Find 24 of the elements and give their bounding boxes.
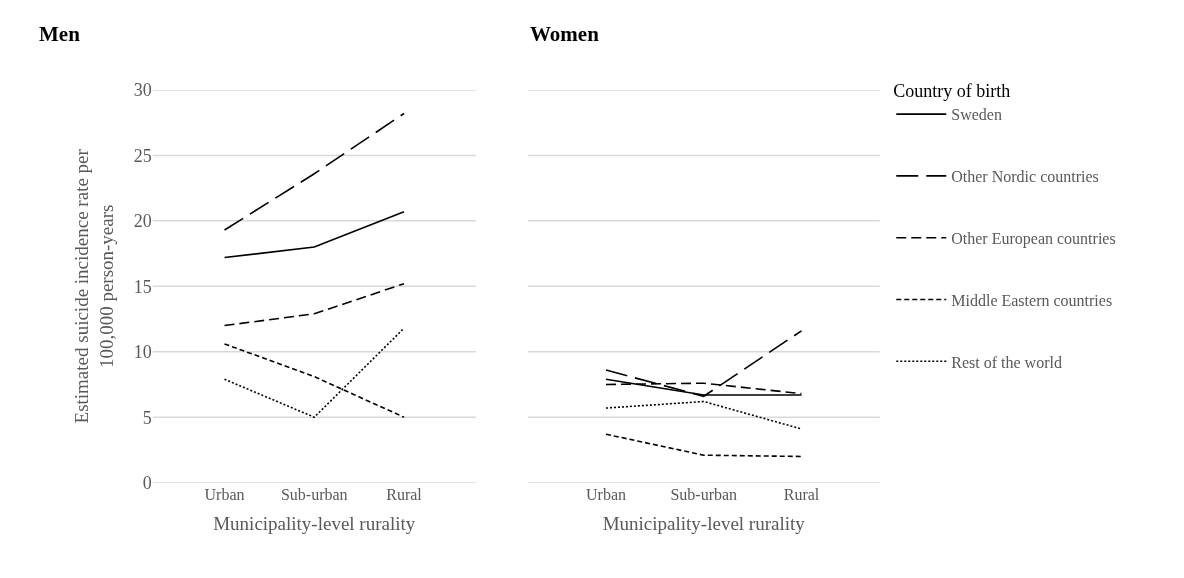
chart-title: Women: [530, 22, 600, 46]
chart-title: Men: [39, 22, 81, 46]
x-tick-label: Rural: [783, 485, 820, 503]
x-axis-title: Municipality-level rurality: [602, 513, 806, 535]
y-tick-label: 30: [133, 80, 152, 101]
x-axis-title: Municipality-level rurality: [213, 513, 416, 535]
legend-label: Other European countries: [951, 229, 1116, 248]
legend-title: Country of birth: [893, 81, 1011, 102]
x-tick-label: Sub-urban: [280, 485, 348, 503]
x-tick-label: Sub-urban: [670, 485, 738, 503]
legend-label: Rest of the world: [951, 353, 1062, 371]
y-tick-label: 10: [133, 342, 152, 363]
legend-label: Middle Eastern countries: [951, 291, 1113, 309]
y-tick-label: 0: [142, 472, 152, 493]
legend-label: Other Nordic countries: [951, 168, 1099, 186]
x-tick-label: Rural: [386, 485, 423, 503]
x-tick-label: Urban: [585, 485, 626, 503]
legend-label: Sweden: [951, 106, 1002, 124]
x-tick-label: Urban: [204, 485, 245, 503]
y-tick-label: 15: [133, 276, 152, 297]
y-tick-label: 20: [133, 211, 152, 232]
y-axis-title: Estimated suicide incidence rate per 100,000 person-years: [70, 148, 117, 424]
y-tick-label: 5: [142, 407, 152, 428]
y-tick-label: 25: [133, 145, 152, 166]
